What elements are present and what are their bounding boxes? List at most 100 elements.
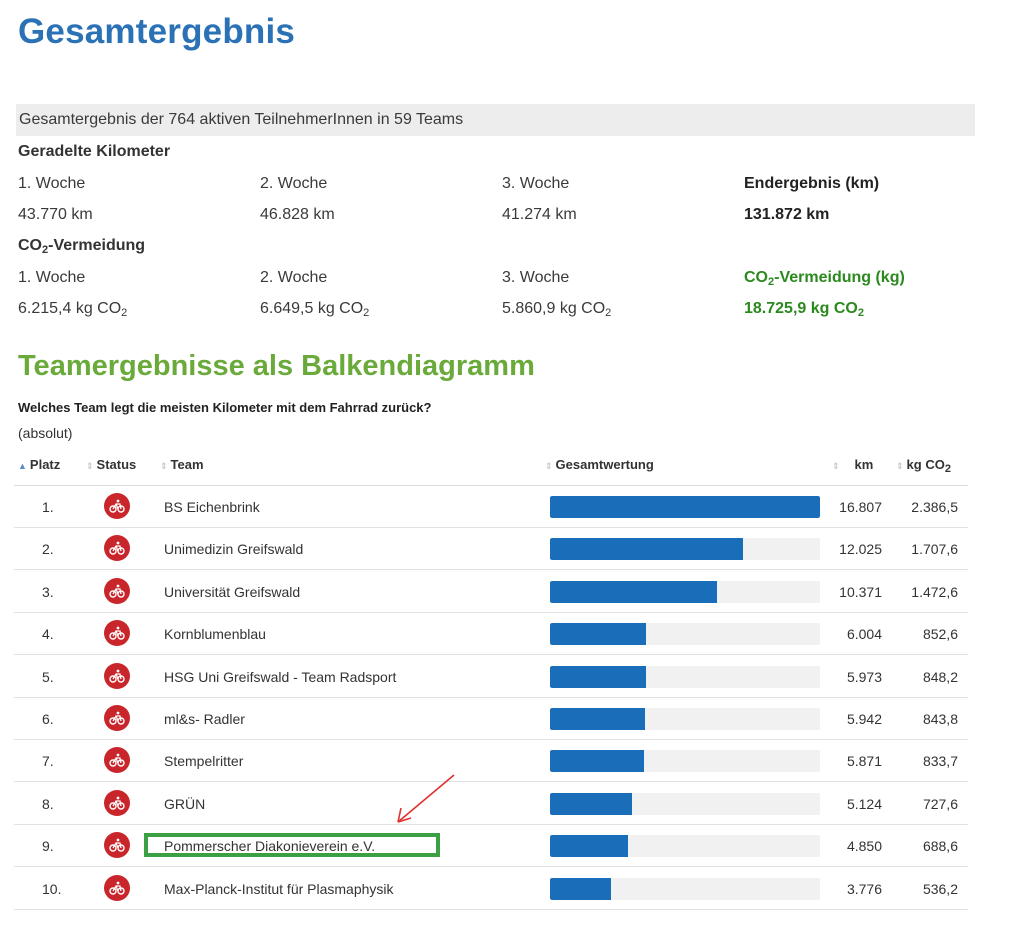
km-cell: 5.124 bbox=[846, 795, 882, 812]
km-week3-value: 41.274 km bbox=[502, 206, 577, 223]
team-name: BS Eichenbrink bbox=[164, 499, 260, 515]
table-header-divider bbox=[14, 485, 968, 486]
score-bar bbox=[550, 877, 611, 900]
rank-cell: 5. bbox=[42, 668, 54, 685]
table-row: 3. Universität Greifswald 10.371 1.472,6 bbox=[14, 571, 968, 613]
col-header-rank[interactable]: ▲ Platz bbox=[18, 457, 61, 472]
rank-cell: 4. bbox=[42, 626, 54, 643]
sort-arrows-icon: ⇕ bbox=[545, 461, 553, 471]
score-bar-track bbox=[550, 665, 820, 688]
rank-cell: 1. bbox=[42, 499, 54, 515]
col-header-score[interactable]: ⇕ Gesamtwertung bbox=[545, 457, 654, 472]
km-week2-label: 2. Woche bbox=[260, 175, 328, 192]
score-bar-track bbox=[550, 708, 820, 730]
cyclist-icon bbox=[104, 789, 130, 816]
score-bar bbox=[550, 708, 645, 730]
km-cell: 3.776 bbox=[846, 880, 882, 897]
km-week3-label: 3. Woche bbox=[502, 175, 570, 192]
team-name: Stempelritter bbox=[164, 753, 244, 770]
score-bar-track bbox=[550, 538, 820, 561]
km-cell: 5.942 bbox=[846, 711, 882, 727]
team-name: Pommerscher Diakonieverein e.V. bbox=[164, 838, 376, 855]
cyclist-icon bbox=[104, 577, 130, 604]
page-title: Gesamtergebnis bbox=[18, 12, 296, 51]
table-row: 6. ml&s- Radler 5.942 843,8 bbox=[14, 698, 968, 740]
co2-week2-value: 6.649,5 kg CO2 bbox=[260, 300, 370, 319]
km-cell: 10.371 bbox=[839, 583, 882, 600]
co2-total-value: 18.725,9 kg CO2 bbox=[744, 300, 864, 319]
team-name: HSG Uni Greifswald - Team Radsport bbox=[164, 668, 397, 685]
co2-week1-label: 1. Woche bbox=[18, 269, 86, 286]
cyclist-icon bbox=[104, 874, 130, 901]
co2-week1-value: 6.215,4 kg CO2 bbox=[18, 300, 128, 319]
km-week2-value: 46.828 km bbox=[260, 206, 335, 223]
rank-cell: 6. bbox=[42, 711, 54, 727]
co2-cell: 843,8 bbox=[922, 711, 958, 727]
km-week1-label: 1. Woche bbox=[18, 175, 86, 192]
km-total-label: Endergebnis (km) bbox=[744, 175, 880, 192]
co2-cell: 727,6 bbox=[922, 795, 958, 812]
co2-cell: 852,6 bbox=[922, 626, 958, 643]
km-cell: 16.807 bbox=[839, 499, 882, 515]
km-section-label: Geradelte Kilometer bbox=[18, 143, 171, 160]
cyclist-icon bbox=[104, 705, 130, 731]
score-bar-track bbox=[550, 623, 820, 646]
team-name: Max-Planck-Institut für Plasmaphysik bbox=[164, 880, 394, 897]
co2-cell: 1.707,6 bbox=[911, 541, 958, 558]
table-row: 4. Kornblumenblau 6.004 852,6 bbox=[14, 613, 968, 656]
rank-cell: 10. bbox=[42, 880, 62, 897]
table-row: 7. Stempelritter 5.871 833,7 bbox=[14, 740, 968, 783]
score-bar-track bbox=[550, 792, 820, 815]
team-name: Unimedizin Greifswald bbox=[164, 541, 304, 558]
rank-cell: 2. bbox=[42, 541, 54, 558]
team-name: Universität Greifswald bbox=[164, 583, 301, 600]
km-week1-value: 43.770 km bbox=[18, 206, 93, 223]
cyclist-icon bbox=[104, 493, 130, 519]
co2-total-label: CO2-Vermeidung (kg) bbox=[744, 269, 905, 288]
col-header-co2[interactable]: ⇕ kg CO2 bbox=[896, 457, 951, 475]
team-name: ml&s- Radler bbox=[164, 711, 245, 727]
table-row: 2. Unimedizin Greifswald 12.025 1.707,6 bbox=[14, 528, 968, 571]
co2-cell: 688,6 bbox=[922, 838, 958, 855]
sort-arrows-icon: ⇕ bbox=[160, 461, 168, 471]
score-bar-track bbox=[550, 750, 820, 773]
score-bar-track bbox=[550, 877, 820, 900]
km-cell: 5.871 bbox=[846, 753, 882, 770]
highlight-box bbox=[144, 833, 440, 857]
mode-label: (absolut) bbox=[18, 425, 73, 441]
co2-cell: 1.472,6 bbox=[911, 583, 958, 600]
score-bar-track bbox=[550, 496, 820, 518]
km-cell: 4.850 bbox=[846, 838, 882, 855]
rank-cell: 7. bbox=[42, 753, 54, 770]
score-bar-track bbox=[550, 580, 820, 603]
km-total-value: 131.872 km bbox=[744, 206, 830, 223]
co2-cell: 833,7 bbox=[922, 753, 958, 770]
score-bar bbox=[550, 538, 743, 561]
table-row: 10. Max-Planck-Institut für Plasmaphysik 3… bbox=[14, 868, 968, 910]
km-cell: 6.004 bbox=[846, 626, 882, 643]
sort-arrows-icon: ⇕ bbox=[896, 461, 904, 471]
summary-bar: Gesamtergebnis der 764 aktiven Teilnehme… bbox=[16, 104, 975, 136]
score-bar bbox=[550, 835, 628, 858]
score-bar bbox=[550, 623, 646, 646]
co2-week3-value: 5.860,9 kg CO2 bbox=[502, 300, 612, 319]
co2-week2-label: 2. Woche bbox=[260, 269, 328, 286]
col-header-km[interactable]: ⇕ km bbox=[832, 457, 874, 472]
table-row: 5. HSG Uni Greifswald - Team Radsport 5.97… bbox=[14, 656, 968, 698]
team-name: GRÜN bbox=[164, 795, 206, 812]
team-results-heading: Teamergebnisse als Balkendiagramm bbox=[18, 350, 535, 382]
co2-cell: 848,2 bbox=[922, 668, 958, 685]
sort-arrows-icon: ⇕ bbox=[832, 461, 840, 471]
score-bar bbox=[550, 792, 632, 815]
sort-arrows-icon: ⇕ bbox=[86, 461, 94, 471]
rank-cell: 3. bbox=[42, 583, 54, 600]
co2-section-label: CO2-Vermeidung bbox=[18, 237, 146, 256]
co2-cell: 2.386,5 bbox=[911, 499, 958, 515]
col-header-team[interactable]: ⇕ Team bbox=[160, 457, 204, 472]
rank-cell: 8. bbox=[42, 795, 54, 812]
score-bar bbox=[550, 665, 646, 688]
cyclist-icon bbox=[104, 832, 130, 859]
col-header-status[interactable]: ⇕ Status bbox=[86, 457, 137, 472]
score-bar bbox=[550, 580, 717, 603]
cyclist-icon bbox=[104, 662, 130, 689]
